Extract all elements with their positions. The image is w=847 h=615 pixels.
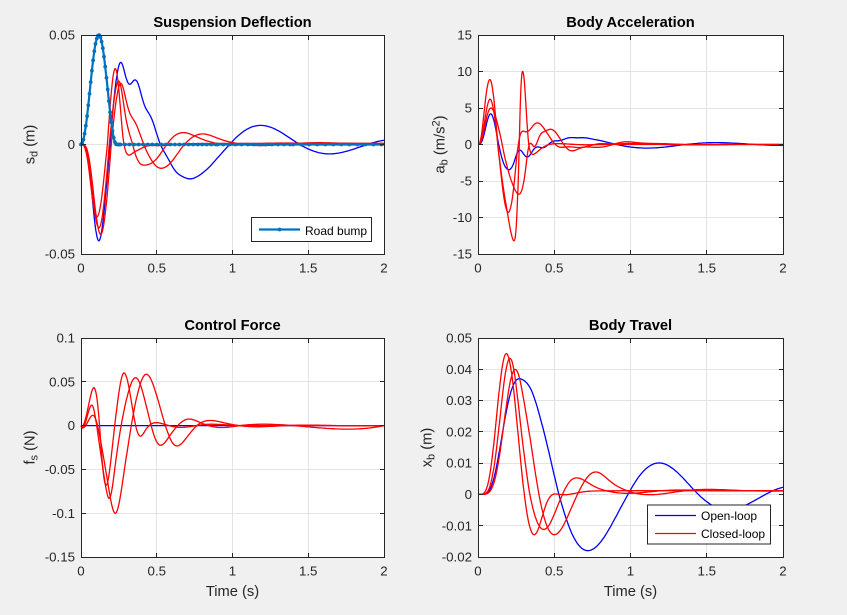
svg-text:0: 0: [77, 564, 84, 579]
svg-text:0.5: 0.5: [545, 564, 564, 579]
svg-text:0: 0: [474, 564, 481, 579]
svg-text:Body Travel: Body Travel: [589, 318, 672, 334]
svg-text:-10: -10: [453, 210, 472, 225]
svg-text:2: 2: [380, 261, 387, 276]
svg-text:0: 0: [68, 137, 75, 152]
svg-text:2: 2: [779, 261, 786, 276]
svg-text:Control Force: Control Force: [184, 318, 280, 334]
svg-text:-0.01: -0.01: [442, 518, 472, 533]
svg-text:2: 2: [779, 564, 786, 579]
svg-text:-0.1: -0.1: [52, 506, 75, 521]
svg-text:0.01: 0.01: [446, 456, 472, 471]
svg-text:0.05: 0.05: [446, 331, 472, 346]
svg-text:0.5: 0.5: [545, 261, 564, 276]
svg-text:15: 15: [457, 28, 472, 43]
svg-text:0.5: 0.5: [148, 564, 167, 579]
svg-text:Road bump: Road bump: [305, 224, 367, 238]
svg-text:0.5: 0.5: [148, 261, 167, 276]
svg-text:1.5: 1.5: [698, 261, 717, 276]
svg-text:Suspension Deflection: Suspension Deflection: [153, 15, 311, 31]
svg-text:1: 1: [627, 261, 634, 276]
svg-text:0: 0: [474, 261, 481, 276]
svg-text:xb (m): xb (m): [420, 428, 438, 468]
svg-text:Open-loop: Open-loop: [701, 509, 757, 523]
svg-text:1: 1: [229, 564, 236, 579]
svg-text:sd (m): sd (m): [23, 125, 41, 165]
svg-text:-0.15: -0.15: [45, 550, 75, 565]
svg-text:0.05: 0.05: [49, 28, 75, 43]
svg-text:ab (m/s2): ab (m/s2): [431, 116, 451, 174]
svg-text:-15: -15: [453, 247, 472, 262]
svg-text:1: 1: [627, 564, 634, 579]
svg-text:0: 0: [68, 418, 75, 433]
svg-text:-0.05: -0.05: [45, 462, 75, 477]
svg-text:-5: -5: [460, 174, 472, 189]
svg-text:Closed-loop: Closed-loop: [701, 527, 765, 541]
svg-text:1.5: 1.5: [299, 564, 318, 579]
svg-text:0.02: 0.02: [446, 425, 472, 440]
svg-text:Body Acceleration: Body Acceleration: [566, 15, 694, 31]
svg-text:Time (s): Time (s): [604, 584, 657, 600]
svg-text:0.03: 0.03: [446, 393, 472, 408]
svg-text:-0.05: -0.05: [45, 247, 75, 262]
svg-text:0: 0: [465, 487, 472, 502]
svg-text:5: 5: [465, 101, 472, 116]
svg-text:1.5: 1.5: [299, 261, 318, 276]
svg-text:0: 0: [465, 137, 472, 152]
svg-text:-0.02: -0.02: [442, 550, 472, 565]
svg-text:0: 0: [77, 261, 84, 276]
svg-text:Time (s): Time (s): [206, 584, 259, 600]
svg-text:0.1: 0.1: [57, 331, 76, 346]
svg-text:10: 10: [457, 64, 472, 79]
svg-text:1.5: 1.5: [698, 564, 717, 579]
svg-text:0.04: 0.04: [446, 362, 472, 377]
svg-text:1: 1: [229, 261, 236, 276]
svg-text:2: 2: [380, 564, 387, 579]
svg-text:0.05: 0.05: [49, 374, 75, 389]
